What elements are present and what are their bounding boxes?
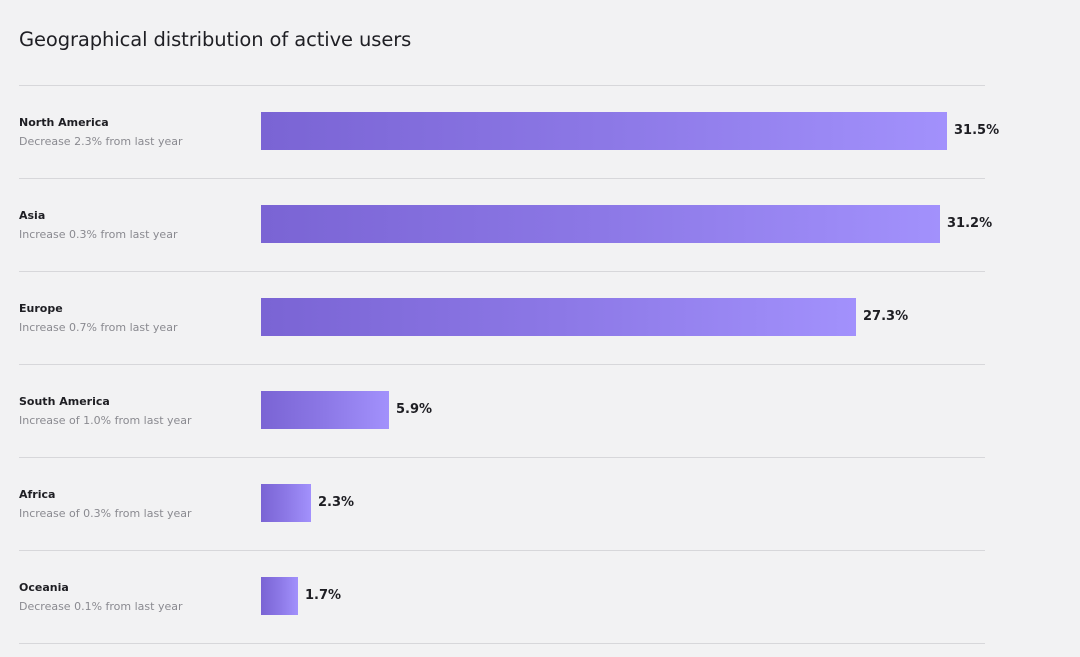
region-label-asia: Asia [19,209,46,222]
region-label-africa: Africa [19,488,56,501]
chart-row-oceania: Oceania Decrease 0.1% from last year 1.7% [19,551,985,643]
row-divider [19,178,985,179]
chart-row-europe: Europe Increase 0.7% from last year 27.3% [19,272,985,364]
chart-row-north-america: North America Decrease 2.3% from last yea… [19,86,999,178]
change-annotation-africa: Increase of 0.3% from last year [19,507,192,520]
row-divider [19,550,985,551]
row-label-block: North America Decrease 2.3% from last yea… [19,116,259,149]
bar-south-america [261,391,389,429]
value-label-asia: 31.2% [947,216,993,231]
value-label-north-america: 31.5% [954,123,1000,138]
row-divider [19,643,985,644]
row-label-block: South America Increase of 1.0% from last … [19,395,259,428]
row-label-block: Asia Increase 0.3% from last year [19,209,259,242]
region-label-south-america: South America [19,395,110,408]
row-divider [19,271,985,272]
bar-north-america [261,112,947,150]
bar-asia [261,205,940,243]
row-divider [19,85,985,86]
region-label-north-america: North America [19,116,109,129]
change-annotation-asia: Increase 0.3% from last year [19,228,178,241]
bar-europe [261,298,856,336]
value-label-south-america: 5.9% [396,402,433,417]
row-divider [19,457,985,458]
bar-africa [261,484,311,522]
value-label-oceania: 1.7% [305,588,342,603]
change-annotation-north-america: Decrease 2.3% from last year [19,135,183,148]
region-label-europe: Europe [19,302,63,315]
row-label-block: Oceania Decrease 0.1% from last year [19,581,259,614]
bar-chart: North America Decrease 2.3% from last yea… [19,85,999,644]
bar-oceania [261,577,298,615]
value-label-africa: 2.3% [318,495,355,510]
chart-row-africa: Africa Increase of 0.3% from last year 2.3… [19,458,985,550]
row-label-block: Europe Increase 0.7% from last year [19,302,259,335]
change-annotation-oceania: Decrease 0.1% from last year [19,600,183,613]
chart-row-south-america: South America Increase of 1.0% from last … [19,365,985,457]
chart-title: Geographical distribution of active user… [19,28,412,51]
region-label-oceania: Oceania [19,581,69,594]
row-divider [19,364,985,365]
chart-row-asia: Asia Increase 0.3% from last year 31.2% [19,179,992,271]
row-label-block: Africa Increase of 0.3% from last year [19,488,259,521]
value-label-europe: 27.3% [863,309,909,324]
change-annotation-europe: Increase 0.7% from last year [19,321,178,334]
change-annotation-south-america: Increase of 1.0% from last year [19,414,192,427]
